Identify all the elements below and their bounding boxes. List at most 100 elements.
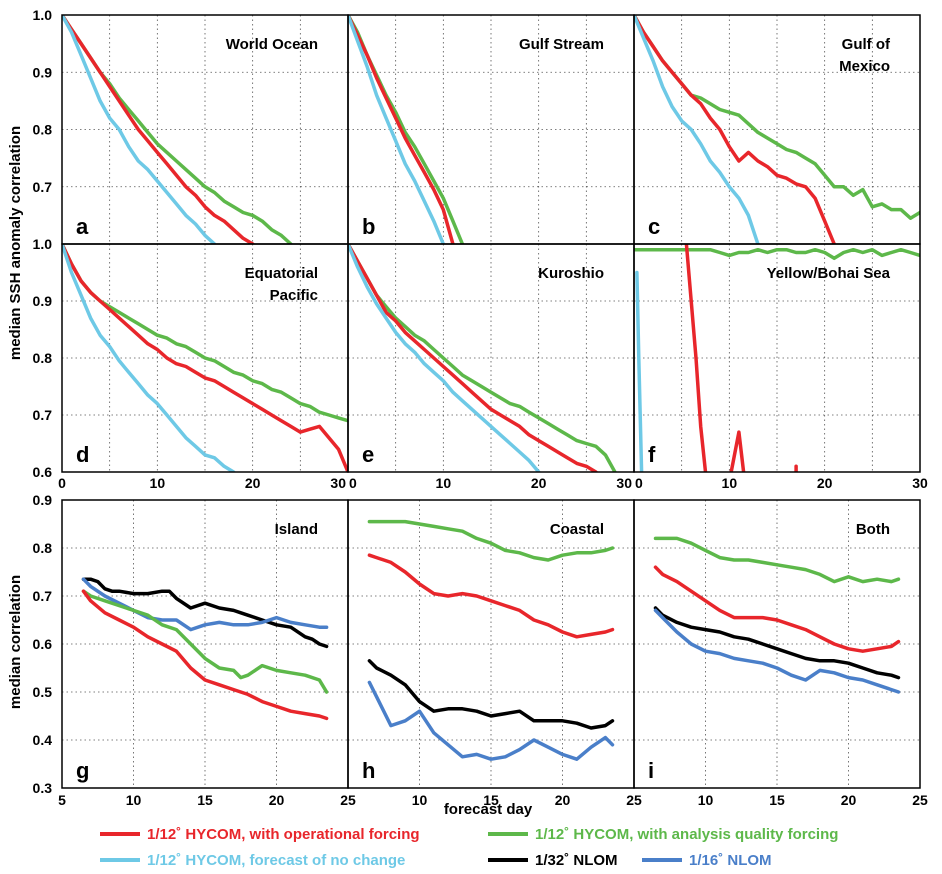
x-tick-label: 10: [722, 475, 738, 491]
text-layer: a World Ocean b Gulf Stream c Gulf of Mexico d E…: [33, 7, 928, 808]
panel-label-d: d: [76, 442, 89, 467]
panel-title-g: Island: [275, 521, 318, 538]
panel-title-i: Both: [856, 521, 890, 538]
series-line-black-g: [81, 577, 329, 649]
series-line-blue-g: [81, 577, 329, 632]
panel-title-b: Gulf Stream: [519, 36, 604, 53]
grid-layer: [62, 15, 920, 788]
y-tick-label: 0.3: [33, 780, 53, 796]
x-tick-label: 15: [769, 792, 785, 808]
panel-title-f: Yellow/Bohai Sea: [767, 265, 891, 282]
y-tick-label: 0.8: [33, 122, 53, 138]
y-tick-label: 0.4: [33, 732, 53, 748]
y-axis-label-bottom: median correlation: [7, 575, 24, 709]
series-line-green-f: [634, 247, 920, 261]
series-line-red-g: [81, 589, 329, 721]
x-tick-label: 30: [912, 475, 928, 491]
panel-label-c: c: [648, 214, 660, 239]
series-line-green-g: [81, 589, 329, 694]
series-line-red-i: [653, 565, 901, 653]
legend-label-green: 1/12˚ HYCOM, with analysis quality forci…: [535, 826, 838, 843]
x-tick-label: 10: [412, 792, 428, 808]
legend: 1/12˚ HYCOM, with operational forcing 1/…: [100, 826, 838, 869]
y-tick-label: 0.7: [33, 407, 53, 423]
x-tick-label: 0: [58, 475, 66, 491]
x-tick-label: 0: [349, 475, 357, 491]
panel-frame-f: [633, 243, 921, 473]
series-line-red-b: [348, 15, 455, 244]
panel-label-f: f: [648, 442, 656, 467]
panel-title-h: Coastal: [550, 521, 604, 538]
x-tick-label: 20: [245, 475, 261, 491]
y-tick-label: 0.6: [33, 636, 53, 652]
x-tick-label: 10: [126, 792, 142, 808]
y-tick-label: 0.6: [33, 464, 53, 480]
y-tick-label: 0.9: [33, 293, 53, 309]
series-line-blue-i: [653, 608, 901, 694]
y-tick-label: 0.5: [33, 684, 53, 700]
series-line-cyan-c: [634, 15, 760, 244]
panel-label-g: g: [76, 758, 89, 783]
series-line-blue-h: [367, 680, 615, 761]
panel-title-d: Pacific: [270, 287, 318, 304]
series-line-red-d: [62, 244, 348, 472]
series-line-cyan-d: [62, 244, 236, 472]
panel-title-a: World Ocean: [226, 36, 318, 53]
y-tick-label: 1.0: [33, 7, 53, 23]
panel-label-i: i: [648, 758, 654, 783]
series-line-cyan-a: [62, 15, 217, 244]
legend-label-black: 1/32˚ NLOM: [535, 852, 618, 869]
series-line-green-h: [367, 519, 615, 562]
x-tick-label: 25: [912, 792, 928, 808]
y-tick-label: 0.9: [33, 64, 53, 80]
y-tick-label: 1.0: [33, 236, 53, 252]
series-layer: [62, 15, 920, 761]
series-line-cyan-f: [635, 270, 644, 472]
series-line-cyan-e: [348, 244, 541, 472]
series-line-black-h: [367, 659, 615, 730]
panel-label-h: h: [362, 758, 375, 783]
panel-frame-i: [633, 499, 921, 789]
y-tick-label: 0.7: [33, 179, 53, 195]
x-tick-label: 25: [626, 792, 642, 808]
panel-label-a: a: [76, 214, 89, 239]
x-tick-label: 5: [58, 792, 66, 808]
y-tick-label: 0.7: [33, 588, 53, 604]
panel-title-d: Equatorial: [245, 265, 318, 282]
y-tick-label: 0.8: [33, 540, 53, 556]
panel-title-e: Kuroshio: [538, 265, 604, 282]
x-tick-label: 10: [698, 792, 714, 808]
series-line-red-f: [729, 430, 746, 472]
x-tick-label: 15: [197, 792, 213, 808]
series-line-green-d: [62, 244, 348, 423]
y-tick-label: 0.8: [33, 350, 53, 366]
panel-title-c: Mexico: [839, 58, 890, 75]
x-tick-label: 25: [340, 792, 356, 808]
series-line-red-f: [684, 244, 708, 472]
x-tick-label: 20: [841, 792, 857, 808]
x-tick-label: 20: [817, 475, 833, 491]
panel-label-b: b: [362, 214, 375, 239]
series-line-red-e: [348, 244, 598, 472]
x-tick-label: 20: [269, 792, 285, 808]
legend-label-cyan: 1/12˚ HYCOM, forecast of no change: [147, 852, 405, 869]
series-line-red-h: [367, 553, 615, 639]
series-line-red-c: [634, 15, 836, 244]
x-axis-label: forecast day: [444, 801, 533, 818]
legend-label-red: 1/12˚ HYCOM, with operational forcing: [147, 826, 420, 843]
y-tick-label: 0.9: [33, 492, 53, 508]
x-tick-label: 20: [531, 475, 547, 491]
panel-title-c: Gulf of: [842, 36, 891, 53]
x-tick-label: 30: [330, 475, 346, 491]
x-tick-label: 30: [616, 475, 632, 491]
series-line-cyan-b: [348, 15, 446, 244]
x-tick-label: 20: [555, 792, 571, 808]
series-line-green-e: [348, 244, 617, 472]
series-line-green-i: [653, 536, 901, 584]
series-line-red-a: [62, 15, 255, 244]
frame-layer: [61, 14, 921, 789]
series-line-black-i: [653, 606, 901, 680]
x-tick-label: 10: [436, 475, 452, 491]
x-tick-label: 0: [635, 475, 643, 491]
